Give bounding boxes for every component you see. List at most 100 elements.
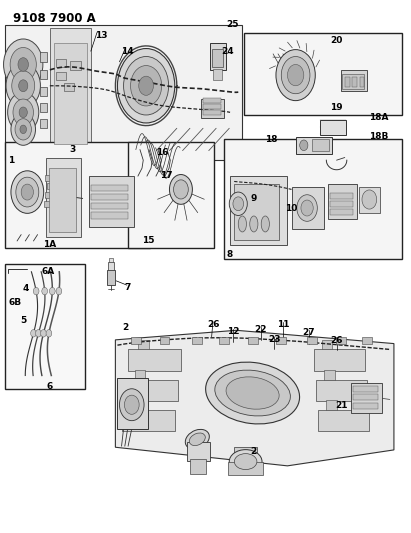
Circle shape	[11, 114, 35, 146]
Bar	[312, 140, 329, 151]
Text: 17: 17	[160, 171, 173, 180]
Circle shape	[169, 174, 192, 204]
Bar	[336, 337, 346, 344]
Circle shape	[11, 171, 44, 213]
Bar	[276, 337, 286, 344]
Circle shape	[6, 63, 40, 108]
Bar	[39, 52, 47, 62]
Bar	[248, 337, 258, 344]
Text: 12: 12	[227, 327, 240, 336]
Bar	[192, 337, 202, 344]
Bar	[351, 383, 382, 413]
Bar	[341, 70, 367, 91]
Bar	[107, 270, 115, 285]
Text: 26: 26	[208, 320, 220, 329]
Bar	[45, 175, 53, 181]
Circle shape	[36, 329, 42, 337]
Circle shape	[301, 200, 313, 216]
Bar	[128, 142, 214, 248]
Bar	[46, 158, 81, 237]
Bar	[45, 192, 53, 198]
Bar	[230, 176, 287, 245]
Bar	[296, 137, 332, 154]
Bar	[44, 200, 52, 207]
Bar	[245, 33, 402, 115]
Text: 22: 22	[254, 325, 267, 334]
Bar	[56, 59, 66, 67]
Circle shape	[49, 287, 55, 295]
Bar	[89, 176, 134, 227]
Bar	[212, 49, 223, 67]
Circle shape	[10, 47, 36, 82]
Circle shape	[42, 287, 48, 295]
Circle shape	[15, 119, 31, 140]
Bar	[320, 120, 346, 135]
Bar	[359, 187, 380, 213]
Bar	[190, 459, 206, 474]
Bar	[49, 168, 76, 232]
Ellipse shape	[206, 362, 300, 424]
Bar	[5, 25, 242, 160]
Text: 2: 2	[122, 323, 129, 332]
Circle shape	[56, 287, 62, 295]
Text: 16: 16	[156, 148, 169, 157]
Bar	[234, 447, 257, 462]
Text: 7: 7	[125, 283, 131, 292]
Circle shape	[297, 195, 317, 221]
Bar	[5, 142, 150, 248]
Bar	[109, 262, 114, 270]
Text: 18A: 18A	[369, 113, 389, 122]
Bar	[353, 394, 378, 400]
Ellipse shape	[238, 216, 247, 232]
Text: 9: 9	[251, 194, 257, 203]
Bar	[122, 410, 175, 431]
Bar	[132, 400, 142, 410]
Bar	[307, 337, 317, 344]
Circle shape	[173, 180, 188, 199]
Bar	[56, 72, 66, 80]
Text: 18B: 18B	[369, 132, 389, 141]
Text: 14: 14	[121, 47, 134, 55]
Text: 4: 4	[22, 284, 28, 293]
Bar	[118, 378, 148, 429]
Circle shape	[362, 190, 377, 209]
Circle shape	[18, 80, 28, 92]
Ellipse shape	[215, 370, 291, 416]
Circle shape	[13, 99, 33, 126]
Bar	[54, 43, 87, 144]
Circle shape	[131, 66, 162, 106]
Circle shape	[287, 64, 304, 86]
Ellipse shape	[226, 377, 279, 409]
Bar	[326, 400, 337, 410]
Bar	[330, 201, 353, 207]
Circle shape	[33, 287, 39, 295]
Text: 25: 25	[226, 20, 238, 29]
Bar	[203, 104, 221, 109]
Bar	[187, 442, 210, 461]
Bar	[139, 340, 148, 350]
Circle shape	[46, 329, 52, 337]
Bar	[316, 379, 367, 401]
Circle shape	[281, 56, 310, 94]
Bar	[330, 209, 353, 215]
Bar	[46, 183, 55, 189]
Bar	[159, 337, 169, 344]
Ellipse shape	[234, 454, 257, 470]
Bar	[50, 28, 91, 151]
Polygon shape	[115, 330, 394, 466]
Bar	[324, 370, 335, 379]
Circle shape	[21, 184, 33, 200]
Text: 5: 5	[20, 316, 26, 325]
Bar	[128, 350, 181, 370]
Bar	[201, 99, 224, 118]
Text: 27: 27	[302, 328, 315, 337]
Circle shape	[125, 395, 139, 414]
Bar	[64, 83, 74, 91]
Ellipse shape	[229, 450, 262, 473]
Ellipse shape	[261, 216, 269, 232]
Text: 6: 6	[47, 382, 53, 391]
Bar	[219, 337, 229, 344]
Text: 13: 13	[95, 31, 107, 40]
Bar	[39, 87, 47, 96]
Circle shape	[300, 140, 308, 151]
